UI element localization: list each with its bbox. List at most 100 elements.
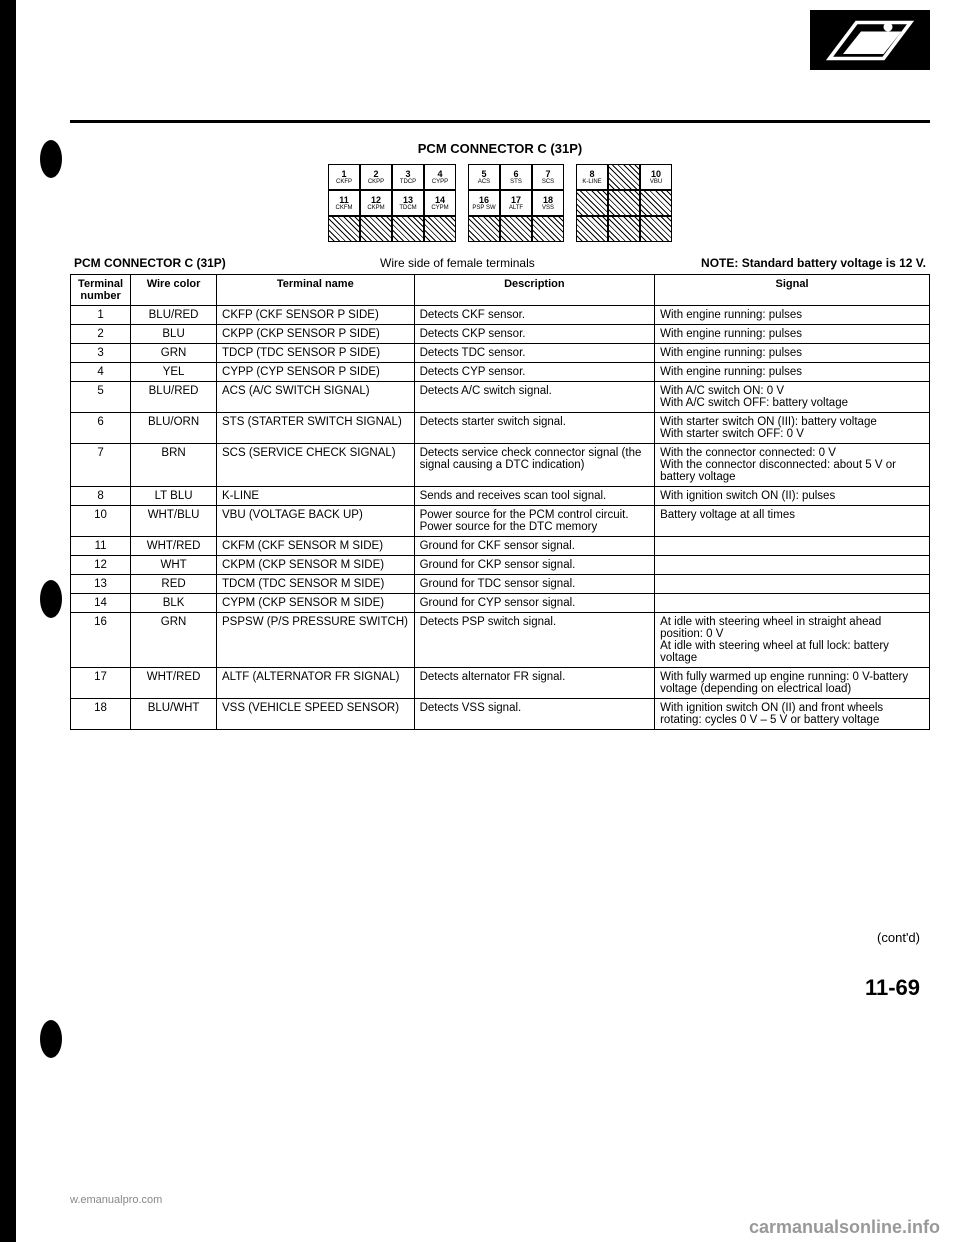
connector-label-left: PCM CONNECTOR C (31P) bbox=[74, 256, 313, 270]
cell-terminal: 7 bbox=[71, 444, 131, 487]
cell-signal: With A/C switch ON: 0 V With A/C switch … bbox=[655, 382, 930, 413]
cell-wire: WHT/BLU bbox=[131, 506, 217, 537]
cell-terminal: 6 bbox=[71, 413, 131, 444]
cell-terminal: 8 bbox=[71, 487, 131, 506]
cell-signal: With engine running: pulses bbox=[655, 344, 930, 363]
cell-signal bbox=[655, 594, 930, 613]
cell-desc: Detects CKP sensor. bbox=[414, 325, 655, 344]
cell-signal: With starter switch ON (III): battery vo… bbox=[655, 413, 930, 444]
connector-pin: 4CYPP bbox=[424, 164, 456, 190]
table-row: 3GRNTDCP (TDC SENSOR P SIDE)Detects TDC … bbox=[71, 344, 930, 363]
engine-icon bbox=[825, 18, 915, 63]
cell-name: CYPP (CYP SENSOR P SIDE) bbox=[217, 363, 415, 382]
page-number: 11-69 bbox=[70, 975, 930, 1001]
cell-name: K-LINE bbox=[217, 487, 415, 506]
cell-wire: BLK bbox=[131, 594, 217, 613]
table-row: 5BLU/REDACS (A/C SWITCH SIGNAL)Detects A… bbox=[71, 382, 930, 413]
pinout-table: Terminal number Wire color Terminal name… bbox=[70, 274, 930, 730]
connector-pin: 17ALTF bbox=[500, 190, 532, 216]
cell-signal: With engine running: pulses bbox=[655, 325, 930, 344]
connector-pin bbox=[608, 216, 640, 242]
cell-wire: LT BLU bbox=[131, 487, 217, 506]
watermark-left: w.emanualpro.com bbox=[70, 1194, 162, 1206]
page-content: PCM CONNECTOR C (31P) 1CKFP2CKPP3TDCP4CY… bbox=[0, 0, 960, 1242]
connector-title: PCM CONNECTOR C (31P) bbox=[70, 141, 930, 156]
cell-signal bbox=[655, 556, 930, 575]
cell-terminal: 10 bbox=[71, 506, 131, 537]
cell-wire: YEL bbox=[131, 363, 217, 382]
cell-wire: RED bbox=[131, 575, 217, 594]
connector-pin bbox=[576, 190, 608, 216]
cell-name: VSS (VEHICLE SPEED SENSOR) bbox=[217, 699, 415, 730]
cell-name: ALTF (ALTERNATOR FR SIGNAL) bbox=[217, 668, 415, 699]
table-row: 6BLU/ORNSTS (STARTER SWITCH SIGNAL)Detec… bbox=[71, 413, 930, 444]
cell-terminal: 14 bbox=[71, 594, 131, 613]
cell-wire: BLU/RED bbox=[131, 306, 217, 325]
table-row: 1BLU/REDCKFP (CKF SENSOR P SIDE)Detects … bbox=[71, 306, 930, 325]
cell-wire: BLU bbox=[131, 325, 217, 344]
cell-terminal: 13 bbox=[71, 575, 131, 594]
connector-pin: 1CKFP bbox=[328, 164, 360, 190]
cell-terminal: 4 bbox=[71, 363, 131, 382]
cell-signal bbox=[655, 537, 930, 556]
cell-signal: With ignition switch ON (II) and front w… bbox=[655, 699, 930, 730]
cell-name: CKFM (CKF SENSOR M SIDE) bbox=[217, 537, 415, 556]
table-row: 10WHT/BLUVBU (VOLTAGE BACK UP)Power sour… bbox=[71, 506, 930, 537]
cell-terminal: 1 bbox=[71, 306, 131, 325]
cell-wire: BLU/WHT bbox=[131, 699, 217, 730]
connector-pin bbox=[500, 216, 532, 242]
connector-pin bbox=[328, 216, 360, 242]
table-row: 14BLKCYPM (CKP SENSOR M SIDE)Ground for … bbox=[71, 594, 930, 613]
connector-pin: 16PSP SW bbox=[468, 190, 500, 216]
th-name: Terminal name bbox=[217, 275, 415, 306]
table-row: 13REDTDCM (TDC SENSOR M SIDE)Ground for … bbox=[71, 575, 930, 594]
cell-name: SCS (SERVICE CHECK SIGNAL) bbox=[217, 444, 415, 487]
th-terminal: Terminal number bbox=[71, 275, 131, 306]
connector-pin bbox=[360, 216, 392, 242]
cell-desc: Detects TDC sensor. bbox=[414, 344, 655, 363]
cell-name: VBU (VOLTAGE BACK UP) bbox=[217, 506, 415, 537]
connector-pin: 8K-LINE bbox=[576, 164, 608, 190]
cell-wire: WHT/RED bbox=[131, 668, 217, 699]
table-row: 11WHT/REDCKFM (CKF SENSOR M SIDE)Ground … bbox=[71, 537, 930, 556]
connector-pin: 5ACS bbox=[468, 164, 500, 190]
section-logo bbox=[810, 10, 930, 70]
connector-caption: Wire side of female terminals bbox=[313, 256, 603, 270]
cell-name: TDCP (TDC SENSOR P SIDE) bbox=[217, 344, 415, 363]
connector-pin: 7SCS bbox=[532, 164, 564, 190]
connector-pin bbox=[468, 216, 500, 242]
connector-note: NOTE: Standard battery voltage is 12 V. bbox=[602, 256, 926, 270]
meta-row: PCM CONNECTOR C (31P) Wire side of femal… bbox=[70, 256, 930, 274]
cell-name: STS (STARTER SWITCH SIGNAL) bbox=[217, 413, 415, 444]
connector-pin bbox=[608, 190, 640, 216]
cell-signal: With ignition switch ON (II): pulses bbox=[655, 487, 930, 506]
cell-desc: Detects service check connector signal (… bbox=[414, 444, 655, 487]
cell-desc: Ground for CYP sensor signal. bbox=[414, 594, 655, 613]
cell-name: ACS (A/C SWITCH SIGNAL) bbox=[217, 382, 415, 413]
cell-desc: Detects PSP switch signal. bbox=[414, 613, 655, 668]
cell-wire: WHT bbox=[131, 556, 217, 575]
table-row: 16GRNPSPSW (P/S PRESSURE SWITCH)Detects … bbox=[71, 613, 930, 668]
connector-pin bbox=[532, 216, 564, 242]
cell-name: CKPM (CKP SENSOR M SIDE) bbox=[217, 556, 415, 575]
cell-signal: With the connector connected: 0 V With t… bbox=[655, 444, 930, 487]
connector-pin bbox=[392, 216, 424, 242]
connector-diagram: 1CKFP2CKPP3TDCP4CYPP11CKFM12CKPM13TDCM14… bbox=[70, 164, 930, 242]
top-rule bbox=[70, 120, 930, 123]
th-wire: Wire color bbox=[131, 275, 217, 306]
cell-terminal: 18 bbox=[71, 699, 131, 730]
connector-pin bbox=[640, 190, 672, 216]
cell-desc: Detects CYP sensor. bbox=[414, 363, 655, 382]
cell-name: CYPM (CKP SENSOR M SIDE) bbox=[217, 594, 415, 613]
cell-desc: Detects alternator FR signal. bbox=[414, 668, 655, 699]
cell-signal: At idle with steering wheel in straight … bbox=[655, 613, 930, 668]
cell-terminal: 12 bbox=[71, 556, 131, 575]
cell-desc: Sends and receives scan tool signal. bbox=[414, 487, 655, 506]
table-row: 2BLUCKPP (CKP SENSOR P SIDE)Detects CKP … bbox=[71, 325, 930, 344]
cell-name: PSPSW (P/S PRESSURE SWITCH) bbox=[217, 613, 415, 668]
cell-wire: WHT/RED bbox=[131, 537, 217, 556]
connector-pin: 10VBU bbox=[640, 164, 672, 190]
cell-terminal: 3 bbox=[71, 344, 131, 363]
cell-desc: Detects CKF sensor. bbox=[414, 306, 655, 325]
cell-name: TDCM (TDC SENSOR M SIDE) bbox=[217, 575, 415, 594]
